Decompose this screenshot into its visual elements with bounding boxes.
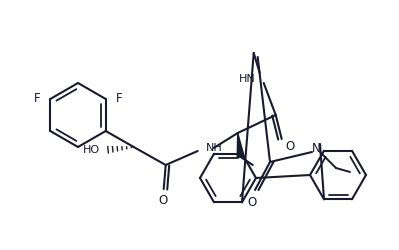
Text: HO: HO xyxy=(83,145,100,155)
Polygon shape xyxy=(237,133,244,158)
Text: F: F xyxy=(115,92,122,106)
Text: F: F xyxy=(34,92,41,106)
Text: NH: NH xyxy=(206,143,223,153)
Text: O: O xyxy=(158,194,167,206)
Text: O: O xyxy=(247,196,257,208)
Text: O: O xyxy=(285,140,294,153)
Text: N: N xyxy=(312,142,320,154)
Text: HN: HN xyxy=(239,74,256,84)
